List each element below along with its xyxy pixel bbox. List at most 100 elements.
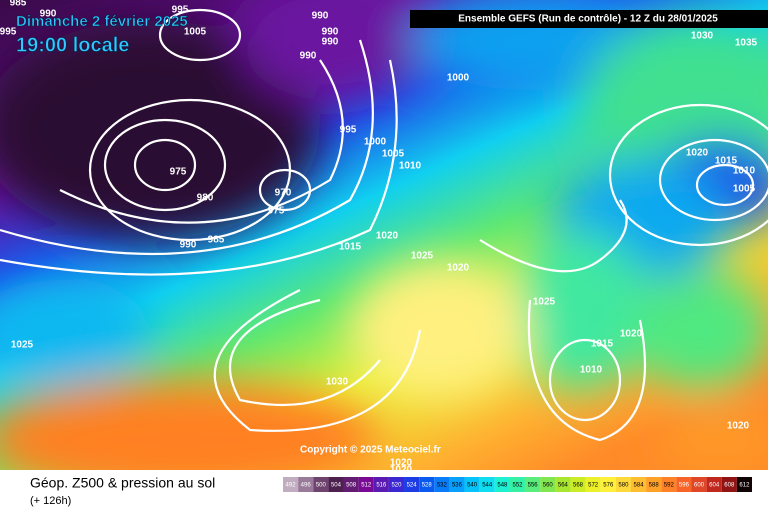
- map-date: Dimanche 2 février 2025: [16, 13, 188, 30]
- colorbar-label: 548: [497, 483, 508, 489]
- colorbar-label: 516: [376, 483, 387, 489]
- colorbar-label: 580: [618, 483, 629, 489]
- colorbar-label: 588: [649, 483, 660, 489]
- isobar-label: 990: [180, 240, 197, 251]
- isobar-label: 1020: [686, 148, 709, 159]
- isobar-label: 1015: [591, 339, 614, 350]
- legend-title: Géop. Z500 & pression au sol: [30, 475, 215, 491]
- colorbar-label: 496: [301, 483, 312, 489]
- colorbar-label: 536: [452, 483, 463, 489]
- colorbar-label: 512: [361, 483, 372, 489]
- colorbar-label: 564: [558, 483, 569, 489]
- colorbar-label: 572: [588, 483, 599, 489]
- isobar-label: 1020: [620, 329, 643, 340]
- map-time: 19:00 locale: [16, 34, 129, 56]
- colorbar-cell: [691, 477, 707, 492]
- colorbar-label: 524: [407, 483, 418, 489]
- colorbar-cell: [676, 477, 692, 492]
- colorbar-label: 504: [331, 483, 342, 489]
- colorbar-label: 520: [391, 483, 402, 489]
- colorbar-cell: [630, 477, 647, 492]
- colorbar-cell: [449, 477, 465, 492]
- isobar-label: 1005: [382, 149, 405, 160]
- isobar-label: 1020: [447, 263, 470, 274]
- colorbar-label: 584: [634, 483, 645, 489]
- isobar-label: 1015: [339, 242, 362, 253]
- isobar-label: 995: [340, 125, 357, 136]
- colorbar-cell: [525, 477, 541, 492]
- colorbar-cell: [661, 477, 677, 492]
- colorbar-label: 556: [528, 483, 539, 489]
- colorbar-cell: [434, 477, 450, 492]
- copyright: Copyright © 2025 Meteociel.fr: [300, 445, 441, 456]
- run-header: Ensemble GEFS (Run de contrôle) - 12 Z d…: [458, 14, 718, 25]
- isobar-label: 995: [172, 5, 189, 16]
- colorbar-label: 576: [603, 483, 614, 489]
- isobar-label: 980: [197, 193, 214, 204]
- isobar-label: 1005: [733, 184, 756, 195]
- isobar-label: 1025: [411, 251, 434, 262]
- colorbar-label: 560: [543, 483, 554, 489]
- isobar-label: 1000: [447, 73, 470, 84]
- colorbar-cell: [343, 477, 359, 492]
- isobar-label: 990: [322, 37, 339, 48]
- isobar-label: 985: [10, 0, 27, 9]
- isobar-label: 1025: [11, 340, 34, 351]
- isobar-label: 1005: [184, 27, 207, 38]
- isobar-label: 995: [0, 27, 17, 38]
- isobars: [0, 8, 768, 442]
- isobar-label: 1020: [390, 465, 413, 476]
- colorbar-cell: [736, 477, 752, 492]
- colorbar-label: 604: [709, 483, 720, 489]
- colorbar-label: 568: [573, 483, 584, 489]
- colorbar-label: 492: [286, 483, 297, 489]
- colorbar-cell: [615, 477, 631, 492]
- isobar-label: 990: [40, 9, 57, 20]
- isobar-label: 1030: [691, 31, 714, 42]
- isobar-label: 990: [300, 51, 317, 62]
- colorbar-label: 596: [679, 483, 690, 489]
- colorbar-cell: [585, 477, 601, 492]
- colorbar-label: 592: [664, 483, 675, 489]
- isobar-label: 1020: [390, 458, 413, 469]
- colorbar-cell: [328, 477, 344, 492]
- colorbar-label: 552: [512, 483, 523, 489]
- colorbar-cell: [570, 477, 586, 492]
- isobar-label: 1015: [715, 156, 738, 167]
- isobar-label: 1020: [727, 421, 750, 432]
- colorbar-label: 532: [437, 483, 448, 489]
- isobar-label: 990: [312, 11, 329, 22]
- colorbar-label: 528: [422, 483, 433, 489]
- isobar-label: 985: [208, 235, 225, 246]
- colorbar-label: 608: [724, 483, 735, 489]
- colorbar-label: 540: [467, 483, 478, 489]
- colorbar-cell: [313, 477, 329, 492]
- isobar-label: 1035: [735, 38, 758, 49]
- colorbar-cell: [555, 477, 571, 492]
- colorbar-label: 544: [482, 483, 493, 489]
- colorbar-label: 612: [739, 483, 750, 489]
- colorbar-cell: [540, 477, 556, 492]
- colorbar: 492 496 500 504 508 512 516 520 524 528 532 536 540 5…: [283, 477, 752, 492]
- map-background: [0, 0, 768, 500]
- lead-time: (+ 126h): [30, 495, 71, 507]
- isobar-label: 1020: [376, 231, 399, 242]
- colorbar-cell: [373, 477, 389, 492]
- colorbar-label: 508: [346, 483, 357, 489]
- colorbar-cell: [706, 477, 722, 492]
- colorbar-label: 600: [694, 483, 705, 489]
- colorbar-cell: [479, 477, 495, 492]
- isobar-label: 1010: [399, 161, 422, 172]
- isobar-label: 1025: [533, 297, 556, 308]
- colorbar-label: 500: [316, 483, 327, 489]
- colorbar-cell: [600, 477, 616, 492]
- colorbar-cell: [419, 477, 435, 492]
- colorbar-cell: [646, 477, 662, 492]
- isobar-label: 975: [268, 206, 285, 217]
- colorbar-cell: [721, 477, 737, 492]
- header-box: [410, 10, 768, 28]
- isobar-label: 1010: [580, 365, 603, 376]
